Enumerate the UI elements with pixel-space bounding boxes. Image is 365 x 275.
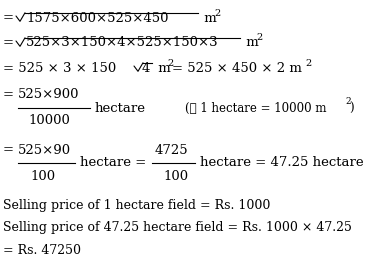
Text: 2: 2 [214,9,220,18]
Text: 525×3×150×4×525×150×3: 525×3×150×4×525×150×3 [26,37,219,50]
Text: 2: 2 [345,98,351,106]
Text: 1575×600×525×450: 1575×600×525×450 [26,12,169,24]
Text: =: = [3,144,14,156]
Text: 2: 2 [256,34,262,43]
Text: hectare = 47.25 hectare: hectare = 47.25 hectare [200,156,364,169]
Text: 4725: 4725 [155,144,189,156]
Text: Selling price of 47.25 hectare field = Rs. 1000 × 47.25: Selling price of 47.25 hectare field = R… [3,221,352,235]
Text: m: m [154,62,171,75]
Text: 525×900: 525×900 [18,89,80,101]
Text: =: = [3,12,14,24]
Text: =: = [3,37,14,50]
Text: Selling price of 1 hectare field = Rs. 1000: Selling price of 1 hectare field = Rs. 1… [3,199,270,211]
Text: ): ) [349,101,354,114]
Text: 525×90: 525×90 [18,144,71,156]
Text: (∴ 1 hectare = 10000 m: (∴ 1 hectare = 10000 m [185,101,327,114]
Text: 2: 2 [167,59,173,67]
Text: 100: 100 [30,169,55,183]
Text: 2: 2 [305,59,311,67]
Text: = 525 × 3 × 150: = 525 × 3 × 150 [3,62,116,75]
Text: hectare: hectare [95,101,146,114]
Text: =: = [3,89,14,101]
Text: m: m [242,37,259,50]
Text: 4: 4 [142,62,150,75]
Text: m: m [200,12,217,24]
Text: 100: 100 [163,169,188,183]
Text: = 525 × 450 × 2 m: = 525 × 450 × 2 m [172,62,302,75]
Text: hectare =: hectare = [80,156,146,169]
Text: = Rs. 47250: = Rs. 47250 [3,244,81,257]
Text: 10000: 10000 [28,114,70,128]
